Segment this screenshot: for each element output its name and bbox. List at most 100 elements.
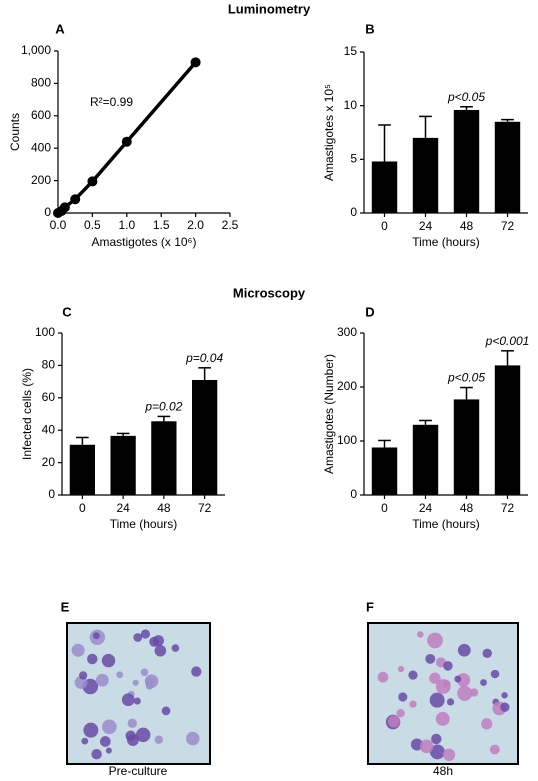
x-axis-label: Time (hours)	[412, 517, 480, 531]
cell	[102, 719, 117, 735]
y-tick-label: 5	[350, 152, 357, 166]
cell	[154, 644, 167, 657]
bar	[371, 161, 398, 213]
x-tick-label: 2.5	[222, 218, 239, 232]
bar	[453, 109, 480, 213]
cell	[409, 700, 417, 708]
data-point	[87, 176, 98, 187]
data-point	[70, 194, 81, 205]
cell	[410, 738, 423, 751]
x-tick-label: 72	[501, 501, 515, 515]
cell	[191, 666, 202, 677]
cell	[419, 739, 434, 754]
cell	[398, 692, 408, 702]
y-tick-label: 20	[42, 455, 56, 469]
cell	[431, 733, 442, 745]
cell	[127, 734, 139, 746]
cell	[87, 653, 98, 665]
cell	[408, 670, 418, 680]
y-tick-label: 40	[42, 422, 56, 436]
cell	[427, 632, 443, 649]
section-title: Luminometry	[228, 1, 311, 16]
bar	[69, 444, 96, 495]
x-tick-label: 48	[460, 219, 474, 233]
p-value: p<0.001	[485, 334, 530, 348]
cell	[116, 671, 124, 679]
y-tick-label: 15	[344, 44, 358, 58]
cell	[482, 648, 492, 659]
y-tick-label: 800	[31, 76, 51, 90]
bar	[453, 399, 480, 495]
cell	[101, 653, 116, 668]
x-tick-label: 72	[198, 501, 212, 515]
cell	[416, 631, 424, 638]
panel-letter: E	[61, 599, 70, 614]
cell	[185, 731, 200, 746]
data-point	[121, 136, 132, 147]
x-axis-label: Time (hours)	[412, 235, 480, 249]
cell	[457, 643, 471, 657]
cell	[105, 747, 112, 754]
x-axis-label: Amastigotes (x 10⁶)	[92, 235, 197, 249]
cell	[71, 643, 85, 657]
p-value: p=0.04	[185, 351, 223, 365]
bar	[412, 137, 439, 213]
cell	[454, 675, 462, 683]
y-tick-label: 10	[344, 98, 358, 112]
cell	[145, 682, 153, 690]
x-tick-label: 0	[381, 501, 388, 515]
cell	[121, 693, 135, 707]
image-caption: Pre-culture	[109, 764, 168, 778]
panel-letter: D	[365, 304, 374, 319]
bar	[494, 121, 521, 213]
y-tick-label: 200	[31, 173, 51, 187]
panel-letter: F	[366, 599, 374, 614]
cell	[78, 671, 88, 680]
cell	[140, 629, 151, 639]
cell	[429, 672, 441, 684]
panel-letter: C	[62, 304, 72, 319]
y-tick-label: 80	[42, 358, 56, 372]
x-tick-label: 24	[419, 219, 433, 233]
annotation: R²=0.99	[90, 95, 133, 109]
y-tick-label: 0	[350, 205, 357, 219]
y-tick-label: 100	[337, 433, 357, 447]
cell	[480, 679, 487, 686]
y-axis-label: Infected cells (%)	[20, 368, 34, 460]
bar	[494, 365, 521, 495]
cell	[149, 636, 160, 647]
x-tick-label: 72	[501, 219, 515, 233]
data-point	[59, 202, 70, 213]
x-tick-label: 0	[79, 501, 86, 515]
cell	[469, 688, 479, 697]
cell	[435, 711, 450, 726]
cell	[489, 744, 500, 755]
cell	[388, 715, 400, 728]
x-tick-label: 24	[419, 501, 433, 515]
x-tick-label: 0	[381, 219, 388, 233]
x-tick-label: 48	[460, 501, 474, 515]
x-tick-label: 48	[157, 501, 171, 515]
bar	[412, 424, 439, 495]
panel-letter: A	[55, 21, 65, 36]
cell	[397, 665, 405, 673]
cell	[161, 706, 171, 716]
cell	[429, 692, 445, 708]
p-value: p<0.05	[447, 371, 485, 385]
x-tick-label: 0.0	[50, 218, 67, 232]
panel-letter: B	[365, 21, 374, 36]
cell	[435, 679, 451, 694]
x-tick-label: 1.5	[153, 218, 170, 232]
cell	[133, 633, 143, 642]
y-tick-label: 0	[48, 487, 55, 501]
cell	[140, 668, 149, 677]
data-point	[190, 57, 201, 68]
p-value: p<0.05	[447, 90, 485, 104]
cell	[135, 727, 151, 743]
cell	[95, 673, 109, 687]
bar	[191, 379, 218, 495]
cell	[81, 737, 89, 745]
cell	[443, 661, 453, 671]
x-tick-label: 2.0	[187, 218, 204, 232]
